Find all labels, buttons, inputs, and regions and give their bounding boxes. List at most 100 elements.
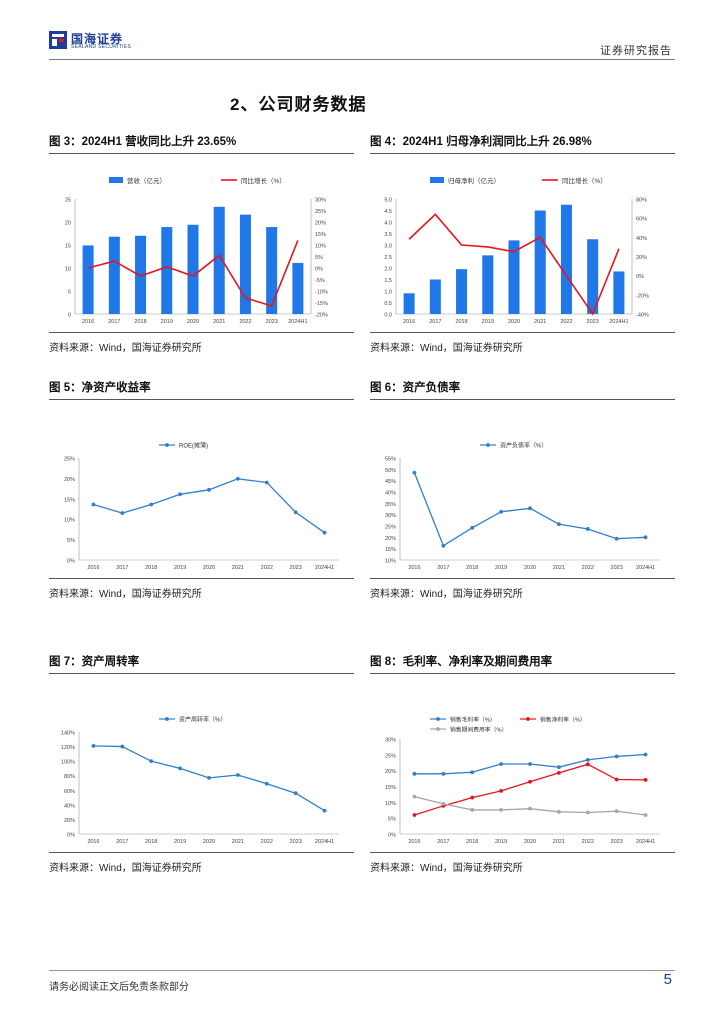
figure-source: 资料来源：Wind，国海证券研究所: [370, 589, 523, 600]
logo-text-en: SEALAND SECURITIES: [71, 44, 132, 50]
legend-swatch: [436, 727, 440, 731]
data-point: [499, 789, 504, 793]
figure-title: 图 8：毛利率、净利率及期间费用率: [370, 653, 675, 674]
y-tick-label: 0%: [388, 833, 396, 839]
data-point: [585, 810, 590, 815]
footer-divider: [49, 970, 675, 971]
y-tick-label-right: 80%: [636, 198, 647, 204]
x-tick-label: 2019: [482, 319, 494, 325]
data-point: [499, 808, 504, 812]
header-divider: [49, 59, 675, 60]
chart-debt-ratio: 10% 15% 20% 25% 30% 35% 40% 45% 50% 55% 2016 2017 20…: [385, 441, 660, 571]
x-tick-label: 2024H1: [636, 839, 655, 845]
data-point: [470, 525, 475, 530]
bar: [135, 235, 147, 314]
y-tick-label-left: 3.5: [384, 232, 392, 238]
figure-7: 图 7：资产周转率 0% 20% 40% 60% 80% 100% 120% 140% 2016…: [49, 653, 354, 874]
figure-body: 10% 15% 20% 25% 30% 35% 40% 45% 50% 55% 2016 2017 20…: [370, 400, 675, 579]
figure-5: 图 5：净资产收益率 0% 5% 10% 15% 20% 25% 2016 2017 2018 2…: [49, 379, 354, 600]
figure-body: 0 5 10 15 20 25 -20% -15% -10% -5% 0% 5% 10% 15% 20% 25…: [49, 154, 354, 333]
y-tick-label: 15%: [385, 547, 396, 553]
bar: [239, 214, 251, 314]
chart-net-profit: 0.0 0.5 1.0 1.5 2.0 2.5 3.0 3.5 4.0 4.5 5.0 -40% -20…: [384, 176, 649, 325]
x-tick-label: 2020: [524, 565, 536, 571]
y-tick-label: 0%: [67, 559, 75, 565]
y-tick-label: 20%: [385, 769, 396, 775]
data-point: [614, 754, 619, 759]
y-tick-label: 25%: [385, 753, 396, 759]
x-tick-label: 2022: [261, 839, 273, 845]
x-tick-label: 2024H1: [609, 319, 628, 325]
x-tick-label: 2019: [174, 565, 186, 571]
figure-title: 图 5：净资产收益率: [49, 379, 354, 400]
figure-source: 资料来源：Wind，国海证券研究所: [370, 863, 523, 874]
data-point: [556, 770, 561, 775]
legend-label: 资产负债率（%）: [500, 441, 547, 449]
bar: [429, 279, 441, 314]
figure-source: 资料来源：Wind，国海证券研究所: [49, 589, 202, 600]
chart-margins: 0% 5% 10% 15% 20% 25% 30% 2016 2017 2018 2019 2020 2…: [385, 715, 660, 845]
data-point: [643, 752, 648, 757]
data-point: [441, 802, 446, 806]
y-tick-label-right: 0%: [636, 274, 644, 280]
x-tick-label: 2021: [534, 319, 546, 325]
x-tick-label: 2023: [587, 319, 599, 325]
legend-label: 销售期间费用率（%）: [450, 725, 507, 733]
x-tick-label: 2020: [187, 319, 199, 325]
data-point: [614, 536, 619, 541]
x-tick-label: 2022: [582, 839, 594, 845]
data-point: [643, 813, 648, 817]
x-tick-label: 2020: [508, 319, 520, 325]
y-tick-label-left: 15: [65, 244, 71, 250]
y-tick-label-left: 3.0: [384, 244, 392, 250]
legend-swatch: [165, 443, 169, 447]
x-tick-label: 2021: [553, 565, 565, 571]
x-tick-label: 2018: [466, 565, 478, 571]
y-tick-label: 15%: [385, 785, 396, 791]
series-line: [408, 213, 620, 316]
legend-swatch: [430, 177, 444, 183]
data-point: [528, 506, 532, 511]
disclaimer-note: 请务必阅读正文后免责条款部分: [49, 982, 189, 993]
x-tick-label: 2021: [213, 319, 225, 325]
x-tick-label: 2016: [403, 319, 415, 325]
legend-label: 资产周转率（%）: [179, 715, 226, 723]
data-point: [264, 781, 269, 786]
x-tick-label: 2019: [495, 839, 507, 845]
y-tick-label-right: 0%: [315, 267, 323, 273]
bar: [213, 206, 225, 314]
data-point: [470, 795, 475, 800]
figure-body: 0.0 0.5 1.0 1.5 2.0 2.5 3.0 3.5 4.0 4.5 5.0 -40% -20…: [370, 154, 675, 333]
y-tick-label-right: -10%: [315, 290, 328, 296]
data-point: [499, 509, 504, 514]
y-tick-label: 45%: [385, 479, 396, 485]
y-tick-label-left: 10: [65, 267, 71, 273]
y-tick-label-left: 20: [65, 221, 71, 227]
y-tick-label-left: 1.5: [384, 278, 392, 284]
data-point: [207, 776, 211, 780]
chart-revenue: 0 5 10 15 20 25 -20% -15% -10% -5% 0% 5% 10% 15% 20% 25…: [65, 176, 328, 325]
data-point: [585, 762, 590, 767]
bar: [560, 204, 572, 314]
x-tick-label: 2017: [116, 565, 128, 571]
x-tick-label: 2018: [466, 839, 478, 845]
x-tick-label: 2017: [116, 839, 128, 845]
figure-title: 图 3：2024H1 营收同比上升 23.65%: [49, 133, 354, 154]
x-tick-label: 2024H1: [288, 319, 307, 325]
y-tick-label: 120%: [61, 745, 75, 751]
x-tick-label: 2017: [437, 565, 449, 571]
legend-label: 归母净利（亿元）: [448, 176, 500, 185]
figure-body: 0% 5% 10% 15% 20% 25% 2016 2017 2018 2019 2020 2021…: [49, 400, 354, 579]
x-tick-label: 2023: [266, 319, 278, 325]
data-point: [178, 766, 183, 771]
bar: [613, 271, 625, 314]
y-tick-label: 100%: [61, 760, 75, 766]
y-tick-label: 10%: [385, 801, 396, 807]
bar: [403, 293, 415, 314]
y-tick-label: 10%: [385, 559, 396, 565]
y-tick-label-left: 2.5: [384, 255, 392, 261]
y-tick-label: 0%: [67, 833, 75, 839]
y-tick-label: 20%: [64, 477, 75, 483]
y-tick-label-left: 5.0: [384, 198, 392, 204]
figure-4: 图 4：2024H1 归母净利润同比上升 26.98% 0.0 0.5 1.0 1.5…: [370, 133, 675, 354]
